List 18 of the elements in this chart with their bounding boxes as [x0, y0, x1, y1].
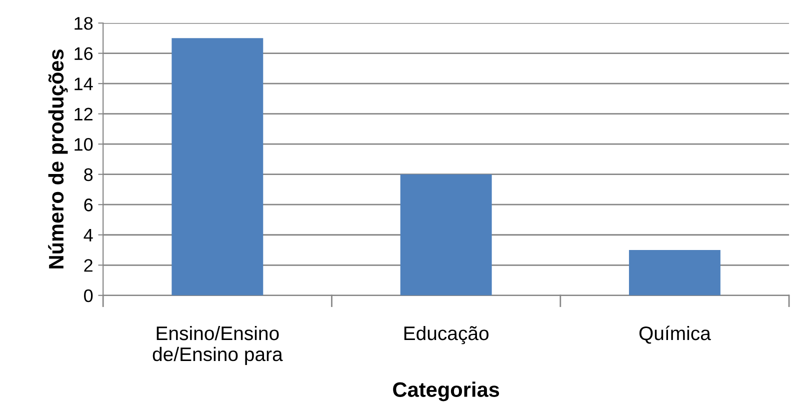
y-tick-label: 4: [84, 228, 93, 242]
x-tick-label: Ensino/Ensino de/Ensino para: [152, 326, 283, 366]
x-tick-label: Educação: [404, 326, 488, 344]
x-tick-label: Química: [639, 326, 711, 344]
y-tick-label: 8: [84, 168, 93, 182]
y-tick-label: 18: [74, 16, 93, 30]
y-axis-title: Número de produções: [48, 50, 68, 268]
bar: [400, 174, 492, 296]
y-tick-label: 14: [74, 78, 93, 90]
y-tick-label: 16: [74, 47, 93, 60]
y-tick-label: 12: [74, 108, 92, 120]
x-axis-title: Categorias: [393, 382, 500, 402]
bar: [172, 38, 264, 296]
bar: [628, 250, 720, 296]
y-tick-label: 2: [84, 259, 92, 272]
y-tick-label: 6: [84, 198, 93, 212]
y-tick-label: 0: [84, 289, 93, 302]
y-tick-label: 10: [74, 138, 93, 151]
